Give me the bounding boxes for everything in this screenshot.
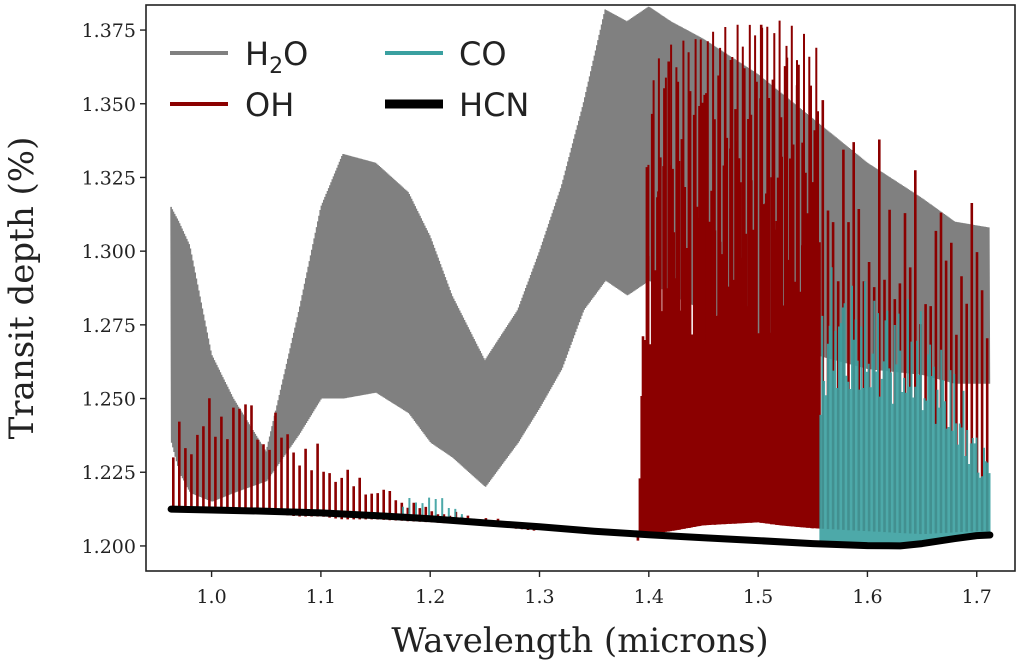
legend: H2O OH CO HCN (170, 35, 529, 124)
y-tick-label: 1.325 (82, 167, 136, 189)
axis-ticks: 1.0 1.1 1.2 1.3 1.4 1.5 1.6 1.7 1.200 1.225 1.250 1… (82, 20, 992, 608)
legend-label-oh: OH (245, 86, 294, 124)
y-axis-label: Transit depth (%) (2, 137, 42, 440)
y-tick-label: 1.250 (82, 389, 136, 411)
x-tick-label: 1.3 (524, 586, 554, 608)
y-tick-label: 1.225 (82, 462, 136, 484)
series-co-line (401, 267, 991, 546)
y-tick-label: 1.300 (82, 241, 136, 263)
plot-frame (145, 4, 1016, 572)
y-tick-label: 1.275 (82, 315, 136, 337)
series-hcn (167, 505, 994, 550)
y-tick-label: 1.350 (82, 94, 136, 116)
legend-label-co: CO (459, 35, 507, 73)
plot-data-layer (167, 6, 994, 550)
x-tick-label: 1.4 (634, 586, 664, 608)
x-tick-label: 1.5 (743, 586, 773, 608)
x-tick-label: 1.7 (962, 586, 992, 608)
x-tick-label: 1.6 (852, 586, 882, 608)
x-tick-label: 1.2 (415, 586, 445, 608)
x-tick-label: 1.1 (306, 586, 336, 608)
x-tick-label: 1.0 (196, 586, 226, 608)
x-axis-label: Wavelength (microns) (391, 621, 768, 661)
y-tick-label: 1.375 (82, 20, 136, 42)
legend-label-hcn: HCN (459, 86, 529, 124)
legend-label-h2o: H2O (245, 35, 308, 79)
y-tick-label: 1.200 (82, 536, 136, 558)
series-co (401, 267, 991, 546)
hcn-line (167, 505, 994, 550)
